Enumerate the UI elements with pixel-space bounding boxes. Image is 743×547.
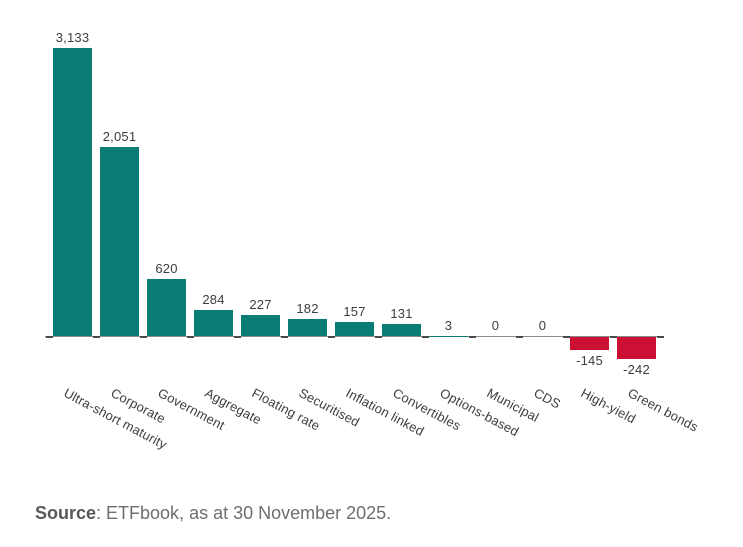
source-note: Source: ETFbook, as at 30 November 2025. — [35, 502, 391, 524]
value-label-government: 620 — [155, 261, 178, 276]
value-label-high-yield: -145 — [576, 353, 603, 369]
bar-aggregate — [194, 309, 233, 336]
bar-convertibles — [382, 323, 421, 336]
bar-high-yield — [570, 337, 609, 351]
x-axis-tick-mark — [327, 336, 335, 338]
value-label-municipal: 0 — [491, 318, 500, 333]
x-axis-tick-mark — [45, 336, 53, 338]
bar-ultra-short-maturity — [53, 48, 92, 336]
bar-securitised — [288, 319, 327, 336]
x-axis-tick-mark — [280, 336, 288, 338]
value-label-aggregate: 284 — [202, 291, 225, 307]
x-axis-tick-mark — [468, 336, 476, 338]
x-axis-tick-mark — [515, 336, 523, 338]
value-label-securitised: 182 — [296, 301, 319, 317]
x-axis-tick-mark — [656, 336, 664, 338]
bar-inflation-linked — [335, 321, 374, 336]
bar-floating-rate — [241, 315, 280, 336]
value-label-corporate: 2,051 — [102, 129, 137, 145]
bar-corporate — [100, 147, 139, 336]
x-axis-tick-mark — [139, 336, 147, 338]
x-axis-tick-mark — [421, 336, 429, 338]
bar-chart: 3,133 Ultra-short maturity 2,051 Corporate 6… — [45, 30, 701, 452]
bar-government — [147, 279, 186, 336]
value-label-inflation-linked: 157 — [343, 303, 366, 319]
x-axis-tick-mark — [562, 336, 570, 338]
value-label-ultra-short-maturity: 3,133 — [55, 30, 90, 45]
x-axis-tick-mark — [92, 336, 100, 338]
value-label-convertibles: 131 — [390, 305, 413, 321]
x-axis-tick-mark — [186, 336, 194, 338]
x-tick-label-green-bonds: Green bonds — [624, 385, 701, 435]
source-label: Source — [35, 503, 97, 523]
x-axis-tick-mark — [233, 336, 241, 338]
value-label-options-based: 3 — [444, 317, 453, 333]
x-axis-tick-mark — [609, 336, 617, 338]
value-label-green-bonds: -242 — [623, 362, 650, 378]
x-axis-line — [45, 336, 662, 337]
value-label-floating-rate: 227 — [249, 297, 272, 313]
x-axis-tick-mark — [374, 336, 382, 338]
source-text: : ETFbook, as at 30 November 2025. — [96, 503, 392, 523]
bar-green-bonds — [617, 337, 656, 360]
value-label-cds: 0 — [538, 318, 547, 333]
